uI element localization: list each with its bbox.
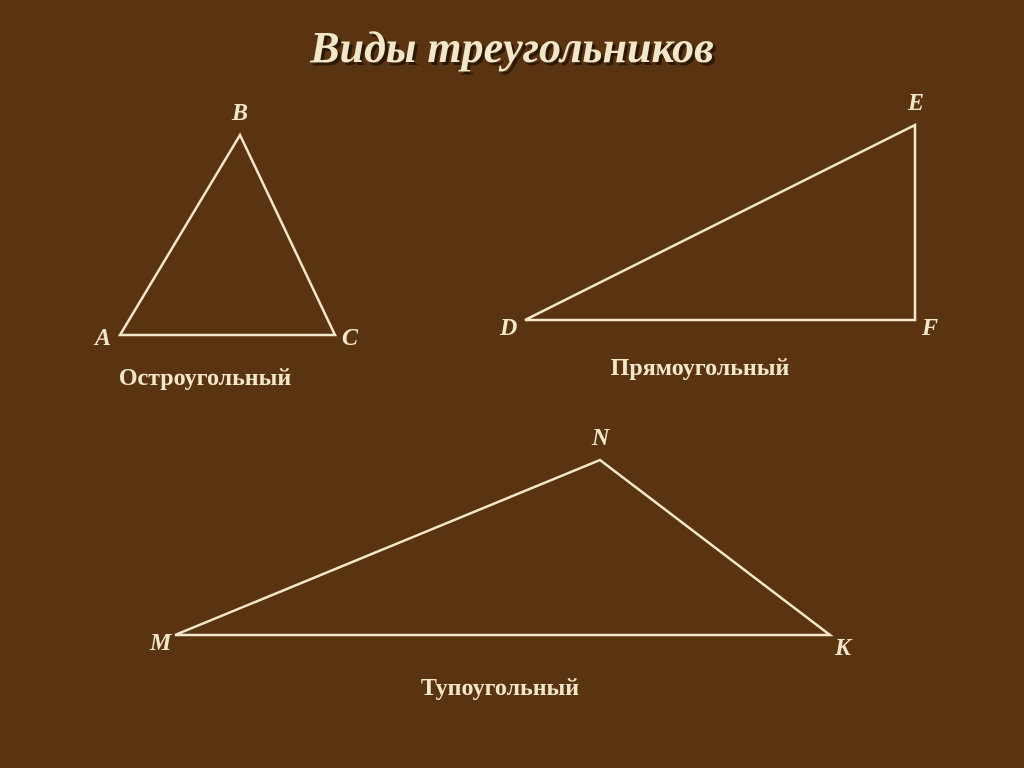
triangle-right: D E F Прямоугольный (499, 90, 938, 381)
caption-acute: Остроугольный (119, 365, 292, 391)
caption-right: Прямоугольный (611, 355, 790, 381)
vertex-label-K: K (834, 635, 853, 661)
vertex-label-B: B (231, 100, 248, 126)
vertex-label-M: M (149, 630, 173, 656)
diagram-canvas: A B C Остроугольный D E F Прямоугольный M N K Тупоу… (0, 0, 1024, 768)
vertex-label-A: A (93, 325, 111, 351)
triangle-shape-obtuse (175, 460, 830, 635)
triangle-shape-right (525, 125, 915, 320)
slide: Виды треугольников ABCОстроугольныйDEFПр… (0, 0, 1024, 768)
vertex-label-C: C (342, 325, 359, 351)
triangle-shape-acute (120, 135, 335, 335)
vertex-label-D: D (499, 315, 517, 341)
vertex-label-E: E (907, 90, 924, 116)
triangle-acute: A B C Остроугольный (93, 100, 359, 391)
vertex-label-F: F (921, 315, 938, 341)
caption-obtuse: Тупоугольный (421, 675, 579, 701)
triangle-obtuse: M N K Тупоугольный (149, 425, 853, 701)
vertex-label-N: N (591, 425, 611, 451)
